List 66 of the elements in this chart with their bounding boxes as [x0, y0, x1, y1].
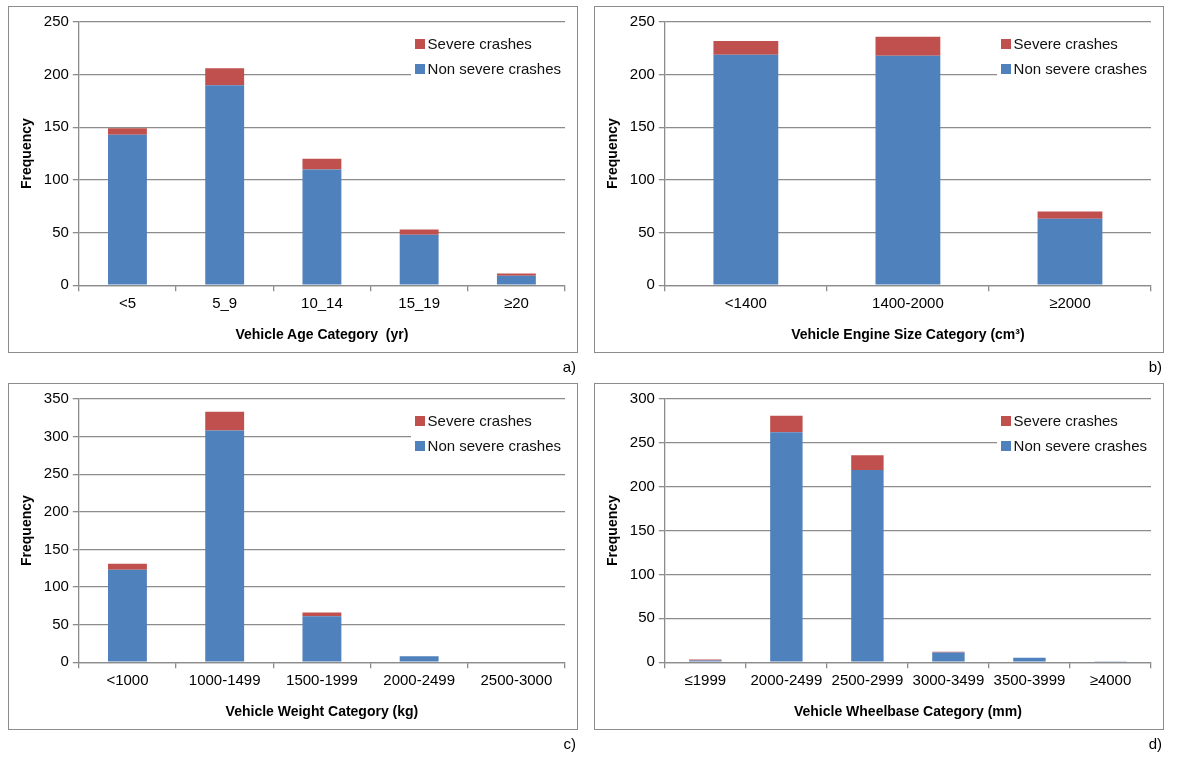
legend-label: Severe crashes	[1013, 412, 1118, 429]
legend-label: Non severe crashes	[427, 60, 561, 77]
y-tick-label: 300	[43, 426, 69, 444]
y-axis-title: Frequency	[604, 494, 621, 567]
legend-label: Severe crashes	[427, 35, 532, 52]
legend-label: Non severe crashes	[1013, 437, 1147, 454]
x-tick-label: 10_14	[301, 294, 343, 312]
x-tick-label: ≤1999	[684, 671, 727, 689]
y-tick-label: 250	[43, 12, 69, 30]
y-axis-title: Frequency	[604, 117, 621, 190]
x-axis-title: Vehicle Engine Size Category (cm³)	[791, 326, 1025, 343]
y-tick-label: 150	[629, 520, 655, 538]
x-tick-label: ≥20	[503, 294, 529, 312]
y-tick-label: 0	[60, 275, 69, 293]
legend-label: Severe crashes	[427, 412, 532, 429]
x-tick-label: 15_19	[398, 294, 441, 312]
y-tick-label: 250	[629, 433, 655, 451]
x-tick-label: 1000-1499	[188, 671, 261, 689]
x-tick-label: 2500-2999	[831, 671, 904, 689]
y-tick-label: 50	[52, 614, 69, 632]
x-tick-label: ≥2000	[1049, 294, 1091, 312]
y-tick-label: 100	[43, 577, 69, 595]
y-tick-label: 50	[52, 222, 69, 240]
y-tick-label: 150	[43, 539, 69, 557]
legend-label: Non severe crashes	[1013, 60, 1147, 77]
y-tick-label: 100	[629, 564, 655, 582]
x-axis-title: Vehicle Age Category (yr)	[235, 326, 409, 343]
x-tick-label: ≥4000	[1089, 671, 1132, 689]
x-tick-label: 5_9	[212, 294, 238, 312]
y-tick-label: 0	[60, 652, 69, 670]
x-tick-label: 2500-3000	[480, 671, 553, 689]
y-tick-label: 200	[629, 476, 655, 494]
y-tick-label: 100	[629, 170, 655, 188]
y-tick-label: 0	[646, 652, 655, 670]
y-tick-label: 100	[43, 170, 69, 188]
x-tick-label: 3500-3999	[993, 671, 1066, 689]
x-tick-label: <5	[118, 294, 136, 312]
legend-label: Non severe crashes	[427, 437, 561, 454]
text: d)	[1148, 735, 1162, 752]
x-axis-title: Vehicle Weight Category (kg)	[225, 703, 419, 720]
x-tick-label: <1400	[724, 294, 767, 312]
legend-label: Severe crashes	[1013, 35, 1118, 52]
x-tick-label: 1400-2000	[872, 294, 944, 312]
x-tick-label: 3000-3499	[912, 671, 985, 689]
x-axis-title: Vehicle Wheelbase Category (mm)	[793, 703, 1022, 720]
y-axis-title: Frequency	[18, 117, 35, 190]
y-tick-label: 50	[638, 222, 655, 240]
y-tick-label: 200	[43, 501, 69, 519]
y-tick-label: 50	[638, 608, 655, 626]
text: c)	[563, 735, 576, 752]
y-tick-label: 200	[43, 64, 69, 82]
x-tick-label: 1500-1999	[286, 671, 358, 689]
text: b)	[1148, 358, 1162, 375]
x-tick-label: 2000-2499	[750, 671, 823, 689]
y-tick-label: 250	[43, 464, 69, 482]
y-tick-label: 300	[629, 389, 655, 407]
y-tick-label: 250	[629, 12, 655, 30]
y-tick-label: 150	[629, 117, 655, 135]
y-tick-label: 0	[646, 275, 655, 293]
y-tick-label: 350	[43, 389, 69, 407]
text: a)	[562, 358, 576, 375]
x-tick-label: 2000-2499	[383, 671, 456, 689]
x-tick-label: <1000	[106, 671, 149, 689]
y-tick-label: 200	[629, 64, 655, 82]
y-tick-label: 150	[43, 117, 69, 135]
y-axis-title: Frequency	[18, 494, 35, 567]
